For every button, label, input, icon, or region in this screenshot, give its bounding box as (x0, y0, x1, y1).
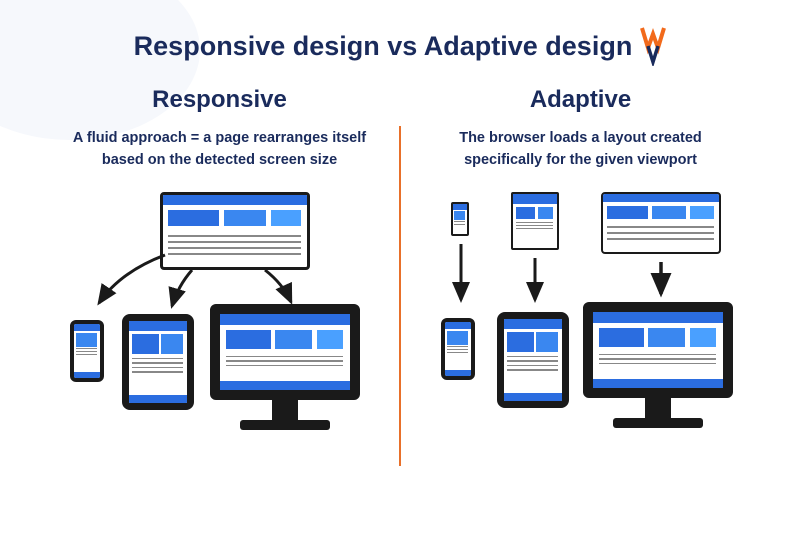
adaptive-tablet-device (497, 312, 569, 408)
adaptive-illustration (411, 192, 751, 432)
adaptive-column: Adaptive The browser loads a layout crea… (401, 86, 760, 496)
source-wireframe (160, 192, 310, 270)
arrow-to-tablet-icon (160, 264, 210, 314)
adaptive-subtitle: Adaptive (530, 86, 631, 114)
adaptive-desc: The browser loads a layout created speci… (421, 128, 741, 172)
responsive-desc: A fluid approach = a page rearranges its… (60, 128, 380, 172)
tiny-phone-layout (451, 202, 469, 236)
page-title: Responsive design vs Adaptive design (134, 31, 633, 62)
phone-device (70, 320, 104, 382)
responsive-column: Responsive A fluid approach = a page rea… (40, 86, 399, 496)
arrow-tablet-icon (523, 254, 547, 310)
tiny-desktop-layout (601, 192, 721, 254)
header: Responsive design vs Adaptive design (0, 0, 800, 66)
tiny-tablet-layout (511, 192, 559, 250)
logo-icon (640, 26, 666, 66)
adaptive-monitor-device (583, 302, 733, 428)
responsive-subtitle: Responsive (152, 86, 287, 114)
arrow-phone-icon (449, 240, 473, 310)
columns: Responsive A fluid approach = a page rea… (0, 66, 800, 496)
arrow-to-monitor-icon (255, 264, 305, 309)
adaptive-phone-device (441, 318, 475, 380)
tablet-device (122, 314, 194, 410)
arrow-desktop-icon (649, 258, 673, 302)
monitor-device (210, 304, 360, 430)
responsive-illustration (50, 192, 390, 432)
